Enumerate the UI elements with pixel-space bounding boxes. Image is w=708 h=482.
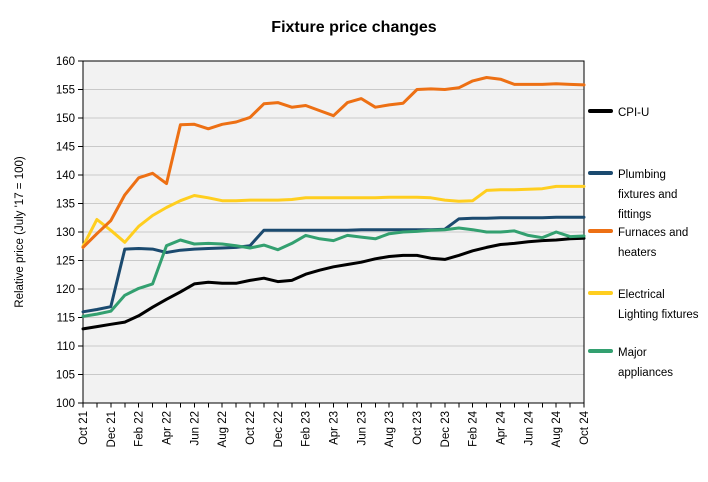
legend-label: Furnaces and heaters (618, 227, 689, 259)
series-line-furnaces-and-heaters (81, 76, 586, 249)
series-line-cpi-u (81, 236, 586, 331)
x-tick-label: Aug 23 (384, 411, 396, 447)
x-tick-label: Dec 21 (106, 411, 118, 447)
legend-swatch-furnaces-and-heaters (588, 229, 613, 233)
y-tick-label: 120 (56, 284, 75, 296)
y-tick-label: 100 (56, 398, 75, 410)
legend-label: Electrical Lighting fixtures (618, 289, 699, 321)
x-tick-label: Apr 22 (162, 411, 174, 445)
x-tick-label: Aug 22 (217, 411, 229, 447)
legend-item-furnaces-and-heaters: Furnaces and heaters (588, 223, 704, 263)
legend-item-plumbing-fixtures-and-fittings: Plumbing fixtures and fittings (588, 165, 704, 225)
legend-item-major-appliances: Major appliances (588, 343, 704, 383)
x-tick-label: Feb 22 (134, 411, 146, 447)
y-tick-label: 150 (56, 113, 75, 125)
x-tick-label: Feb 23 (301, 411, 313, 447)
y-tick-label: 130 (56, 227, 75, 239)
x-tick-label: Jun 24 (523, 410, 535, 445)
x-tick-label: Apr 24 (496, 410, 508, 444)
y-tick-label: 155 (56, 85, 75, 97)
plot-border (82, 60, 585, 404)
x-tick-label: Oct 22 (245, 411, 257, 445)
series-line-major-appliances (81, 226, 586, 318)
series-line-plumbing-fixtures-and-fittings (81, 215, 586, 314)
y-tick-label: 145 (56, 142, 75, 154)
legend-label: Major appliances (618, 347, 673, 379)
x-tick-label: Dec 22 (273, 411, 285, 447)
legend-item-electrical-lighting-fixtures: Electrical Lighting fixtures (588, 285, 704, 325)
y-tick-label: 160 (56, 56, 75, 68)
y-tick-label: 115 (57, 313, 75, 325)
y-tick-label: 110 (57, 341, 75, 353)
legend-swatch-major-appliances (588, 349, 613, 353)
legend-swatch-cpi-u (588, 109, 613, 113)
y-tick-label: 105 (56, 370, 75, 382)
y-tick-label: 140 (56, 170, 75, 182)
legend-swatch-plumbing-fixtures-and-fittings (588, 171, 613, 175)
y-tick-label: 135 (56, 199, 75, 211)
x-tick-label: Oct 21 (78, 411, 90, 445)
x-tick-label: Feb 24 (468, 410, 480, 446)
legend-label: Plumbing fixtures and fittings (618, 169, 678, 221)
x-tick-label: Jun 23 (356, 411, 368, 446)
x-tick-label: Oct 23 (412, 411, 424, 445)
legend-item-cpi-u: CPI-U (588, 103, 704, 123)
x-tick-label: Jun 22 (189, 411, 201, 446)
legend-label: CPI-U (618, 107, 650, 119)
x-tick-label: Oct 24 (579, 410, 591, 444)
y-tick-label: 125 (56, 256, 75, 268)
legend-swatch-electrical-lighting-fixtures (588, 291, 613, 295)
x-tick-label: Apr 23 (329, 411, 341, 445)
x-tick-label: Aug 24 (551, 410, 563, 447)
x-tick-label: Dec 23 (440, 411, 452, 447)
series-line-electrical-lighting-fixtures (81, 184, 586, 248)
legend: CPI-U Plumbing fixtures and fittings Furna… (588, 0, 706, 482)
chart-title: Fixture price changes (271, 19, 437, 36)
